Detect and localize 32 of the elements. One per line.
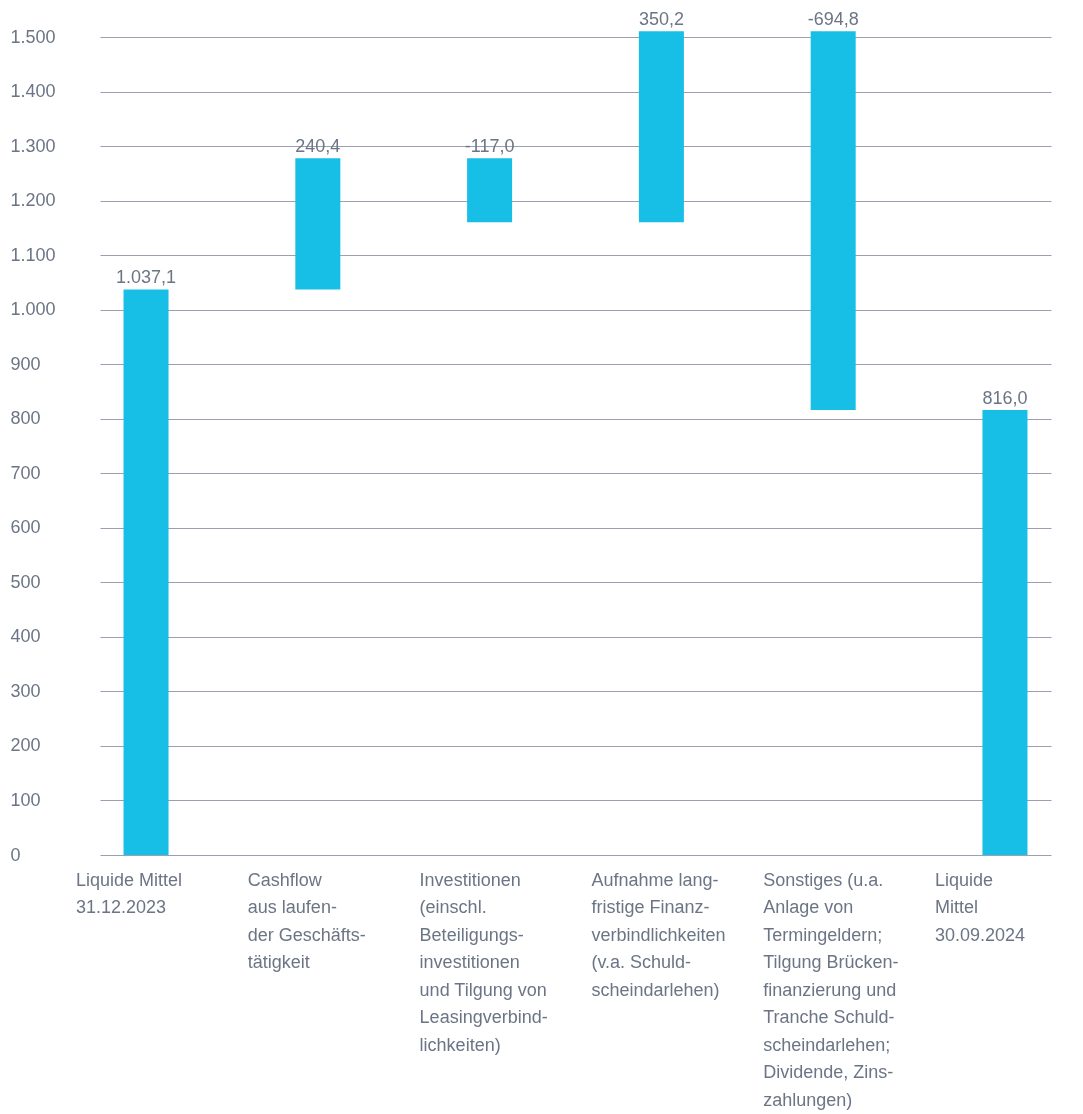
x-tick-label: Aufnahme lang- fristige Finanz- verbindlichkeiten (v.a. Schuld- scheindarlehen)	[591, 869, 726, 1000]
data-label: 816,0	[982, 388, 1028, 409]
y-tick-label: 500	[10, 571, 41, 592]
bar	[810, 31, 856, 411]
y-tick-label: 800	[10, 408, 41, 429]
bar	[638, 31, 684, 223]
y-tick-label: 400	[10, 626, 41, 647]
x-tick-label: Liquide Mittel 30.09.2024	[934, 869, 1026, 945]
y-tick-label: 600	[10, 517, 41, 538]
bar	[295, 158, 341, 290]
bar	[123, 289, 169, 855]
x-tick-label: Cashflow aus laufen- der Geschäfts- tätigkeit	[247, 869, 366, 972]
data-label: 350,2	[638, 9, 684, 30]
category-label: Sonstiges (u.a. Anlage von Termingeldern; Tilgung Brücken- finanzierung und Tranche Schuld- scheindarlehen; Dividende, Zins- zahlungen)	[763, 869, 899, 1110]
x-tick-label: Liquide Mittel 31.12.2023	[76, 869, 183, 917]
data-label: 1.037,1	[116, 267, 177, 288]
y-tick-label: 1.000	[10, 299, 56, 320]
data-label: -694,8	[807, 9, 859, 30]
y-tick-label: 1.300	[10, 135, 56, 156]
y-tick-label: 1.100	[10, 244, 56, 265]
y-tick-label: 1.200	[10, 190, 56, 211]
y-tick-label: 1.500	[10, 26, 56, 47]
y-tick-label: 1.400	[10, 81, 56, 102]
y-tick-label: 900	[10, 353, 41, 374]
y-tick-label: 200	[10, 735, 41, 756]
y-tick-label: 300	[10, 680, 41, 701]
y-tick-label: 0	[10, 844, 21, 865]
x-tick-label: Investitionen (einschl. Beteiligungs- investitionen und Tilgung von Leasingverbind- lichkeiten)	[419, 869, 548, 1055]
y-tick-label: 100	[10, 789, 41, 810]
y-tick-label: 700	[10, 462, 41, 483]
bar	[982, 410, 1028, 855]
bar	[467, 158, 513, 223]
